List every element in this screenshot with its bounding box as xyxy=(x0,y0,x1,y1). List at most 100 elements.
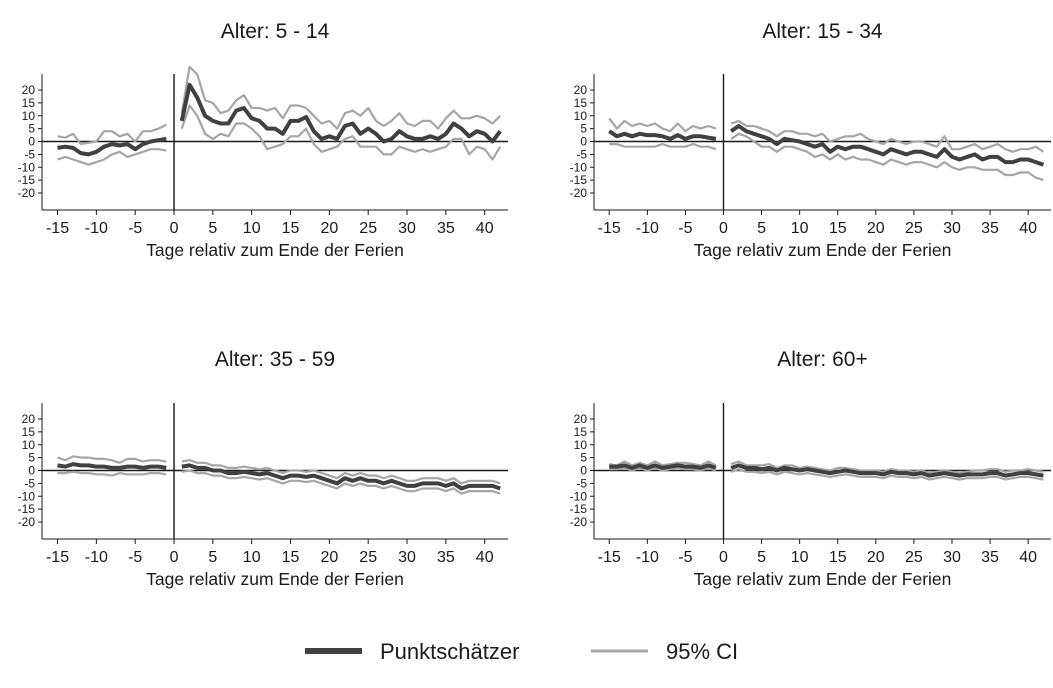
series-line-punktschaetzer-pre xyxy=(608,129,717,141)
series-line-punktschaetzer-pre xyxy=(609,463,717,470)
x-tick-label: 20 xyxy=(867,220,885,237)
y-tick-label: 20 xyxy=(22,412,36,426)
x-tick-label: 5 xyxy=(757,549,766,566)
x-tick-label: 40 xyxy=(476,220,494,237)
x-tick-label: 25 xyxy=(359,220,377,237)
series-line-punktschaetzer-post xyxy=(730,463,1044,478)
x-tick-label: 30 xyxy=(398,220,416,237)
x-tick-label: 40 xyxy=(476,549,494,566)
x-tick-label: 25 xyxy=(905,220,923,237)
x-tick-label: 40 xyxy=(1019,549,1037,566)
series-line-ci-lower-post xyxy=(730,132,1044,182)
x-tick-label: 10 xyxy=(243,549,261,566)
series-line-ci-upper-pre xyxy=(609,460,717,467)
x-tick-label: 15 xyxy=(829,220,847,237)
series-line-ci-lower-pre xyxy=(57,148,167,166)
x-tick-label: 10 xyxy=(243,220,261,237)
y-tick-label: -5 xyxy=(24,147,35,161)
x-tick-label: 5 xyxy=(208,220,217,237)
y-tick-label: -10 xyxy=(570,489,588,503)
y-tick-label: -10 xyxy=(18,160,36,174)
series-line-ci-lower-post xyxy=(180,104,502,161)
y-tick-label: 10 xyxy=(574,109,588,123)
y-tick-label: -10 xyxy=(570,160,588,174)
y-tick-label: 5 xyxy=(28,122,35,136)
x-tick-label: 5 xyxy=(208,549,217,566)
x-axis-label: Tage relativ zum Ende der Ferien xyxy=(694,569,952,589)
x-tick-label: 0 xyxy=(719,220,728,237)
y-tick-label: 5 xyxy=(580,122,587,136)
y-tick-label: -20 xyxy=(18,186,36,200)
x-tick-label: 10 xyxy=(791,549,809,566)
series-line-ci-lower-post xyxy=(730,468,1044,481)
y-tick-label: -5 xyxy=(24,476,35,490)
series-line-punktschaetzer-post xyxy=(729,124,1045,167)
x-tick-label: 35 xyxy=(981,220,999,237)
y-tick-label: 10 xyxy=(574,438,588,452)
series-line-punktschaetzer-post xyxy=(181,463,501,491)
x-tick-label: -15 xyxy=(46,220,69,237)
y-tick-label: 15 xyxy=(574,425,588,439)
x-tick-label: -15 xyxy=(598,220,621,237)
x-tick-label: -10 xyxy=(636,549,659,566)
x-tick-label: 15 xyxy=(282,549,300,566)
series-line-ci-lower-pre xyxy=(57,470,167,477)
series-line-ci-lower-post xyxy=(181,469,501,495)
chart-title: Alter: 60+ xyxy=(777,348,867,371)
legend: Punktschätzer 95% CI xyxy=(305,639,738,664)
y-tick-label: 15 xyxy=(22,425,36,439)
x-tick-label: 20 xyxy=(867,549,885,566)
x-tick-label: -10 xyxy=(636,220,659,237)
x-tick-label: -5 xyxy=(678,549,692,566)
chart-title: Alter: 35 - 59 xyxy=(215,348,335,371)
legend-label-ci: 95% CI xyxy=(666,639,738,664)
y-tick-label: 20 xyxy=(22,83,36,97)
x-tick-label: 0 xyxy=(170,549,179,566)
y-tick-label: 20 xyxy=(574,83,588,97)
x-tick-label: -15 xyxy=(598,549,621,566)
y-tick-label: -5 xyxy=(576,147,587,161)
x-tick-label: 5 xyxy=(757,220,766,237)
x-tick-label: 35 xyxy=(981,549,999,566)
x-tick-label: 30 xyxy=(943,220,961,237)
x-tick-label: -5 xyxy=(128,549,142,566)
legend-label-punktschaetzer: Punktschätzer xyxy=(380,639,519,664)
y-tick-label: 15 xyxy=(574,96,588,110)
series-line-ci-upper-pre xyxy=(57,123,167,146)
y-tick-label: -20 xyxy=(18,515,36,529)
x-tick-label: 25 xyxy=(359,549,377,566)
x-tick-label: 15 xyxy=(829,549,847,566)
y-tick-label: 5 xyxy=(28,451,35,465)
series-line-ci-upper-post xyxy=(730,119,1045,153)
x-axis-label: Tage relativ zum Ende der Ferien xyxy=(146,240,404,260)
y-tick-label: 0 xyxy=(580,135,587,149)
series-line-ci-upper-post xyxy=(180,65,501,130)
x-axis-label: Tage relativ zum Ende der Ferien xyxy=(694,240,952,260)
x-tick-label: 40 xyxy=(1019,220,1037,237)
x-tick-label: 35 xyxy=(437,220,455,237)
x-tick-label: 35 xyxy=(437,549,455,566)
x-tick-label: -10 xyxy=(85,220,108,237)
x-tick-label: 15 xyxy=(282,220,300,237)
x-tick-label: 30 xyxy=(398,549,416,566)
y-tick-label: 20 xyxy=(574,412,588,426)
x-tick-label: 25 xyxy=(905,549,923,566)
x-tick-label: -15 xyxy=(46,549,69,566)
x-tick-label: 30 xyxy=(943,549,961,566)
x-tick-label: 0 xyxy=(719,549,728,566)
y-tick-label: -20 xyxy=(570,186,588,200)
x-tick-label: 20 xyxy=(320,549,338,566)
x-tick-label: -10 xyxy=(85,549,108,566)
series-line-ci-lower-pre xyxy=(609,143,717,151)
y-tick-label: 10 xyxy=(22,109,36,123)
x-tick-label: 0 xyxy=(170,220,179,237)
x-tick-label: 10 xyxy=(791,220,809,237)
chart-title: Alter: 15 - 34 xyxy=(762,20,883,43)
y-tick-label: -10 xyxy=(18,489,36,503)
y-tick-label: 10 xyxy=(22,438,36,452)
series-line-punktschaetzer-pre xyxy=(57,136,167,157)
series-line-ci-upper-post xyxy=(181,459,501,485)
